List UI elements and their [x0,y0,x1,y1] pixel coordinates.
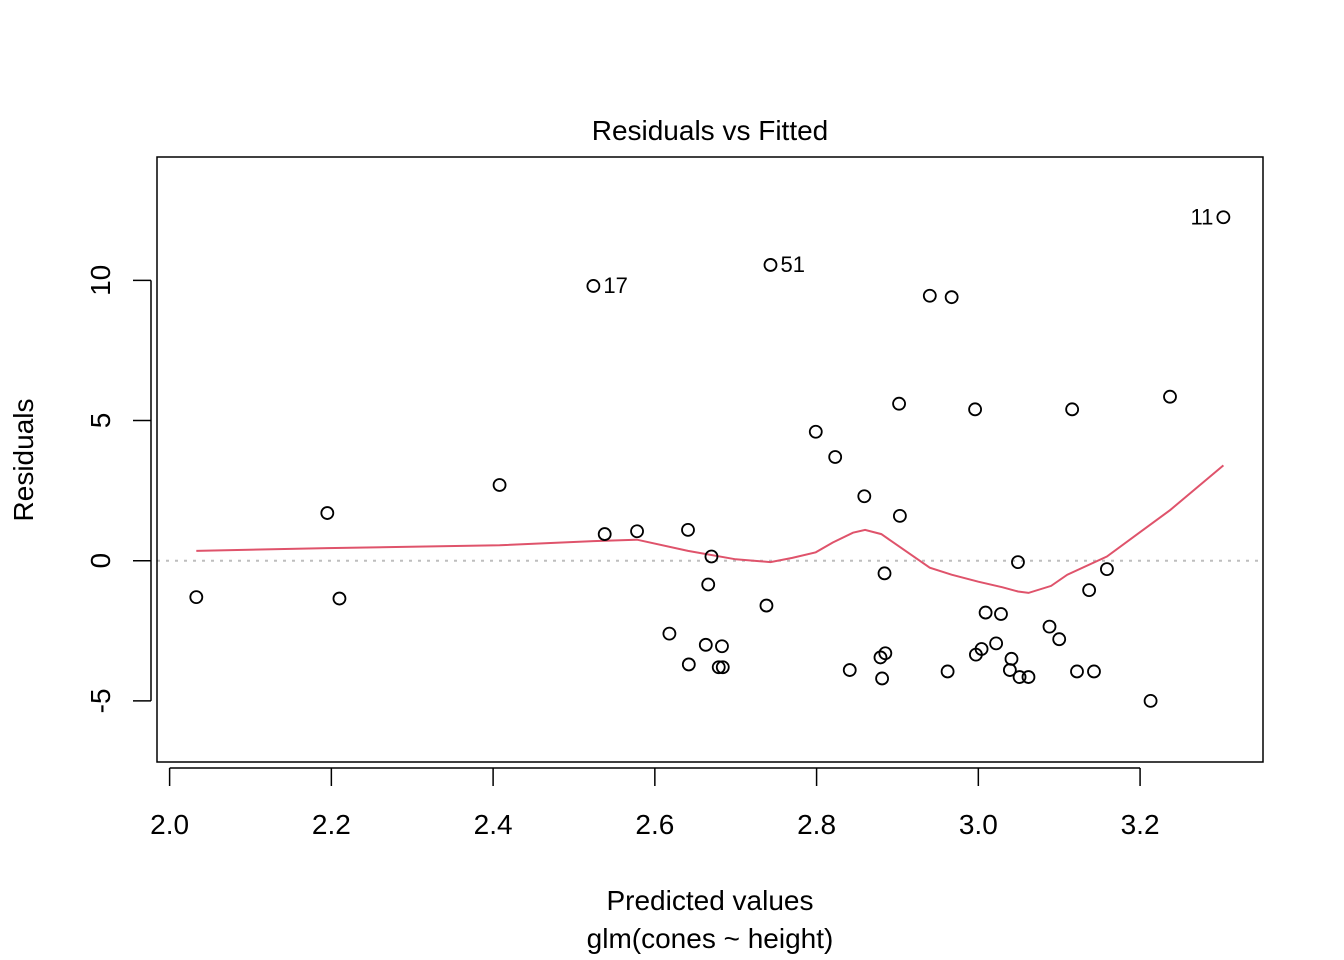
y-axis: -5 0 5 10 [85,265,152,713]
lowess-smoother-line [196,464,1225,594]
y-tick-label: 10 [85,265,116,296]
data-point [1004,651,1019,666]
data-point [857,489,872,504]
data-point [875,671,889,686]
data-point [828,450,843,464]
data-point [698,637,713,652]
x-tick-label: 2.6 [635,809,674,840]
plot-area: 17 51 11 [156,156,1264,763]
outlier-label: 17 [603,273,627,298]
data-point [759,598,774,613]
data-point [1163,389,1177,404]
outlier-labels: 17 51 11 [603,204,1213,298]
model-formula-subtitle: glm(cones ~ height) [587,923,834,954]
x-tick-label: 3.2 [1121,809,1160,840]
data-point [968,402,982,417]
data-point [877,566,892,581]
data-point [1070,664,1084,679]
data-point [989,636,1004,651]
x-tick-label: 2.0 [150,809,189,840]
y-axis-label: Residuals [8,399,39,522]
plot-frame [156,156,1264,763]
data-point [922,288,937,303]
x-axis-label: Predicted values [606,885,813,916]
data-point [1143,693,1158,708]
data-point [974,642,989,656]
data-point [1042,619,1057,634]
data-point [892,396,906,411]
data-point [892,508,907,523]
x-axis: 2.0 2.2 2.4 2.6 2.8 3.0 3.2 [150,767,1160,840]
data-point [586,279,601,293]
data-point [1216,210,1231,225]
data-point [944,290,959,305]
data-point [1052,632,1067,647]
x-tick-label: 2.8 [797,809,836,840]
data-point [940,664,955,679]
residual-points [189,210,1231,708]
x-tick-label: 3.0 [959,809,998,840]
data-point [681,657,696,672]
data-point [711,660,726,675]
data-point [681,522,695,537]
y-tick-label: 5 [85,413,116,429]
outlier-label: 11 [1191,204,1214,229]
data-point [878,646,893,661]
data-point [320,506,335,520]
data-point [704,549,719,564]
data-point [994,607,1008,621]
data-point [597,527,612,541]
x-tick-label: 2.2 [312,809,351,840]
y-tick-label: 0 [85,553,116,569]
data-point [332,591,347,606]
data-point [1100,562,1114,577]
data-point [662,626,677,641]
data-point [1011,555,1025,570]
data-point [978,605,993,620]
data-point [1087,664,1101,679]
data-point [1012,670,1027,684]
data-point [808,424,823,439]
y-tick-label: -5 [85,688,116,713]
data-point [842,663,857,677]
data-point [763,258,778,272]
chart-title: Residuals vs Fitted [592,115,829,146]
data-point [1065,402,1080,417]
data-point [1082,583,1097,598]
data-point [189,590,204,605]
data-point [630,524,644,539]
data-point [1021,670,1036,684]
data-point [492,478,507,492]
data-point [701,577,716,592]
x-tick-label: 2.4 [474,809,513,840]
outlier-label: 51 [780,252,804,277]
data-point [715,660,730,675]
data-point [715,639,729,654]
